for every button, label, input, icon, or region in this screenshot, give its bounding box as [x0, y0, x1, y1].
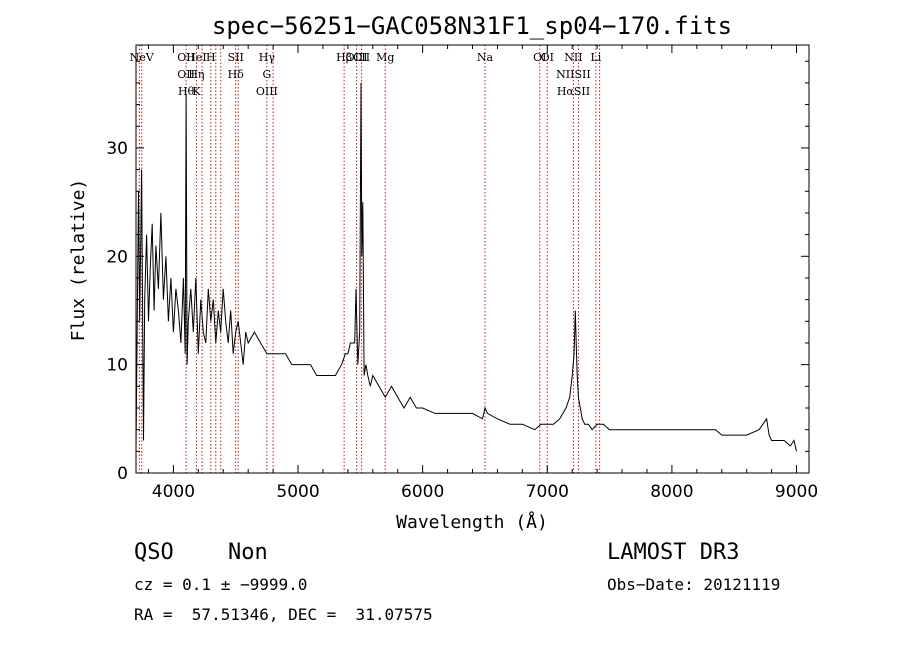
line-marker-label: H	[206, 51, 216, 64]
x-axis-label: Wavelength (Å)	[396, 511, 548, 533]
line-marker-label: OI	[541, 51, 554, 64]
line-marker-label: HαSII	[557, 85, 590, 98]
coordinates: RA = 57.51346, DEC = 31.07575	[134, 605, 433, 624]
survey-name: LAMOST DR3	[607, 540, 740, 565]
y-tick-label: 30	[106, 139, 128, 159]
line-marker-label: K	[192, 85, 201, 98]
line-marker-label: NII	[564, 51, 582, 64]
line-marker-label: CII	[353, 51, 370, 64]
line-marker-label: Li	[590, 51, 601, 64]
line-marker-label: Hθ	[178, 85, 195, 98]
redshift: cz = 0.1 ± −9999.0	[134, 575, 308, 594]
line-marker-label: OII	[177, 51, 195, 64]
x-tick-label: 5000	[276, 482, 319, 502]
y-axis-label: Flux (relative)	[68, 179, 89, 342]
y-tick-label: 0	[117, 464, 128, 484]
chart-title: spec−56251−GAC058N31F1_sp04−170.fits	[212, 12, 732, 40]
y-axis: 0 10 20 30	[106, 60, 809, 484]
object-subclass: Non	[228, 540, 268, 565]
y-tick-label: 10	[106, 356, 128, 376]
line-marker-label: G	[262, 68, 271, 81]
line-marker-label: Mg	[376, 51, 394, 64]
line-marker-label: NeV	[130, 51, 155, 64]
line-marker-label: SII	[228, 51, 244, 64]
spectrum-line	[135, 82, 797, 452]
x-tick-label: 4000	[152, 482, 195, 502]
x-axis: 4000 5000 6000 7000 8000 9000	[147, 45, 818, 502]
line-marker-label: OIII	[346, 51, 368, 64]
observation-date: Obs−Date: 20121119	[607, 575, 781, 594]
x-tick-label: 6000	[401, 482, 444, 502]
line-marker-label: HeI	[186, 51, 206, 64]
line-marker-label: OI	[533, 51, 546, 64]
x-tick-label: 8000	[650, 482, 693, 502]
line-marker-label: Hγ	[259, 51, 276, 64]
line-markers	[138, 45, 601, 473]
line-marker-label: OII	[177, 68, 195, 81]
line-marker-label: OIII	[256, 85, 278, 98]
line-marker-label: Hη	[188, 68, 204, 81]
object-class: QSO	[134, 540, 174, 565]
line-marker-label: Hδ	[228, 68, 245, 81]
plot-frame	[135, 44, 810, 474]
x-tick-label: 9000	[775, 482, 818, 502]
x-tick-label: 7000	[526, 482, 569, 502]
line-marker-label: NIISII	[556, 68, 591, 81]
line-marker-label: Hβ	[336, 51, 352, 64]
y-tick-label: 20	[106, 247, 128, 267]
line-marker-label: Na	[477, 51, 494, 64]
